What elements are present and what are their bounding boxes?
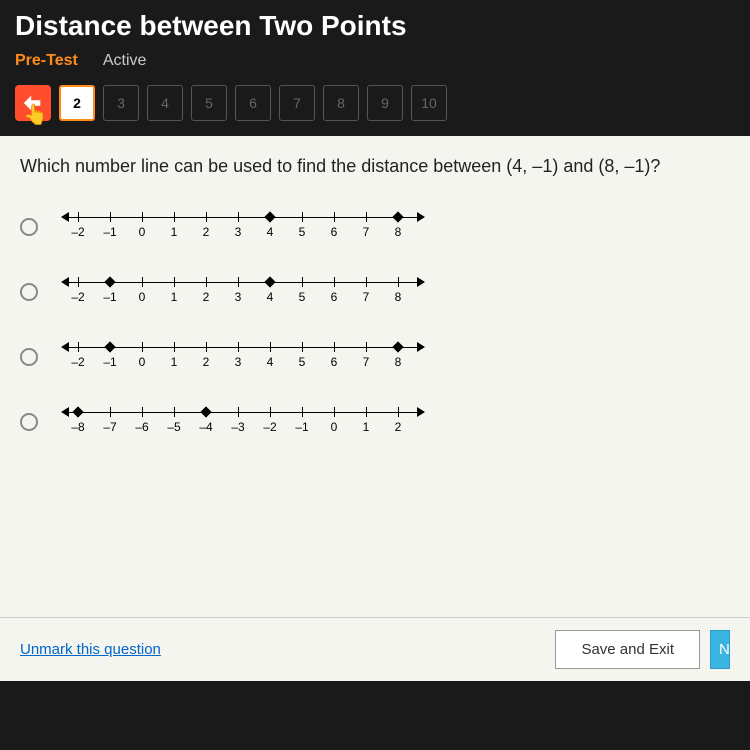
tick-label: –4 xyxy=(199,420,212,434)
answer-option[interactable]: –8 –7 –6 –5 –4 –3 –2 –1 0 1 2 xyxy=(20,402,730,442)
tick-label: 8 xyxy=(395,290,402,304)
tick-label: 5 xyxy=(299,290,306,304)
point-marker xyxy=(392,341,403,352)
tick-label: 2 xyxy=(395,420,402,434)
pretest-label: Pre-Test xyxy=(15,52,78,70)
point-marker xyxy=(72,406,83,417)
tick-label: 7 xyxy=(363,290,370,304)
radio-button[interactable] xyxy=(20,218,38,236)
tick-label: 1 xyxy=(363,420,370,434)
tick-label: 6 xyxy=(331,225,338,239)
point-marker xyxy=(264,211,275,222)
tick-label: 3 xyxy=(235,225,242,239)
question-number[interactable]: 7 xyxy=(279,85,315,121)
tick-label: –2 xyxy=(71,355,84,369)
question-panel: Which number line can be used to find th… xyxy=(0,136,750,681)
radio-button[interactable] xyxy=(20,283,38,301)
footer-bar: Unmark this question Save and Exit N xyxy=(0,617,750,681)
tick-label: 0 xyxy=(139,290,146,304)
tick-label: 1 xyxy=(171,355,178,369)
question-number[interactable]: 8 xyxy=(323,85,359,121)
radio-button[interactable] xyxy=(20,348,38,366)
question-number[interactable]: 9 xyxy=(367,85,403,121)
number-line: –2 –1 0 1 2 3 4 5 6 7 8 xyxy=(53,272,433,312)
tick-label: 8 xyxy=(395,355,402,369)
point-marker xyxy=(264,276,275,287)
tick-label: 2 xyxy=(203,225,210,239)
tick-label: 0 xyxy=(139,355,146,369)
unmark-link[interactable]: Unmark this question xyxy=(20,641,161,658)
tick-label: 0 xyxy=(331,420,338,434)
answer-option[interactable]: –2 –1 0 1 2 3 4 5 6 7 8 xyxy=(20,272,730,312)
tick-label: –2 xyxy=(71,290,84,304)
cursor-pointer-icon: 👆 xyxy=(23,102,48,127)
number-line: –2 –1 0 1 2 3 4 5 6 7 8 xyxy=(53,337,433,377)
point-marker xyxy=(104,341,115,352)
answer-option[interactable]: –2 –1 0 1 2 3 4 5 6 7 8 xyxy=(20,337,730,377)
tick-label: –1 xyxy=(295,420,308,434)
tick-label: 5 xyxy=(299,225,306,239)
active-label: Active xyxy=(103,52,147,70)
tick-label: –1 xyxy=(103,225,116,239)
question-number[interactable]: 6 xyxy=(235,85,271,121)
number-line: –2 –1 0 1 2 3 4 5 6 7 8 xyxy=(53,207,433,247)
tick-label: 1 xyxy=(171,290,178,304)
tick-label: 6 xyxy=(331,355,338,369)
tick-label: –3 xyxy=(231,420,244,434)
tick-label: –6 xyxy=(135,420,148,434)
radio-button[interactable] xyxy=(20,413,38,431)
tick-label: 0 xyxy=(139,225,146,239)
save-exit-button[interactable]: Save and Exit xyxy=(555,630,700,669)
tick-label: 4 xyxy=(267,355,274,369)
question-text: Which number line can be used to find th… xyxy=(20,156,730,177)
tick-label: –1 xyxy=(103,355,116,369)
answer-option[interactable]: –2 –1 0 1 2 3 4 5 6 7 8 xyxy=(20,207,730,247)
tick-label: 1 xyxy=(171,225,178,239)
question-nav: 👆 2 345678910 xyxy=(0,80,750,136)
tick-label: 3 xyxy=(235,355,242,369)
back-button[interactable]: 👆 xyxy=(15,85,51,121)
tick-label: 4 xyxy=(267,225,274,239)
number-line: –8 –7 –6 –5 –4 –3 –2 –1 0 1 2 xyxy=(53,402,433,442)
tick-label: –7 xyxy=(103,420,116,434)
question-number[interactable]: 3 xyxy=(103,85,139,121)
page-title: Distance between Two Points xyxy=(15,10,735,42)
tick-label: –8 xyxy=(71,420,84,434)
tick-label: 3 xyxy=(235,290,242,304)
tick-label: –5 xyxy=(167,420,180,434)
point-marker xyxy=(200,406,211,417)
tick-label: 8 xyxy=(395,225,402,239)
next-button[interactable]: N xyxy=(710,630,730,669)
tick-label: –1 xyxy=(103,290,116,304)
answer-options: –2–1012345678–2–1012345678–2–1012345678–… xyxy=(20,207,730,442)
question-number-current[interactable]: 2 xyxy=(59,85,95,121)
tick-label: 7 xyxy=(363,355,370,369)
question-number[interactable]: 4 xyxy=(147,85,183,121)
tick-label: –2 xyxy=(71,225,84,239)
tick-label: 4 xyxy=(267,290,274,304)
point-marker xyxy=(104,276,115,287)
tick-label: 5 xyxy=(299,355,306,369)
tick-label: 7 xyxy=(363,225,370,239)
tick-label: 6 xyxy=(331,290,338,304)
point-marker xyxy=(392,211,403,222)
question-number[interactable]: 5 xyxy=(191,85,227,121)
tick-label: 2 xyxy=(203,355,210,369)
tick-label: –2 xyxy=(263,420,276,434)
tick-label: 2 xyxy=(203,290,210,304)
question-number[interactable]: 10 xyxy=(411,85,447,121)
